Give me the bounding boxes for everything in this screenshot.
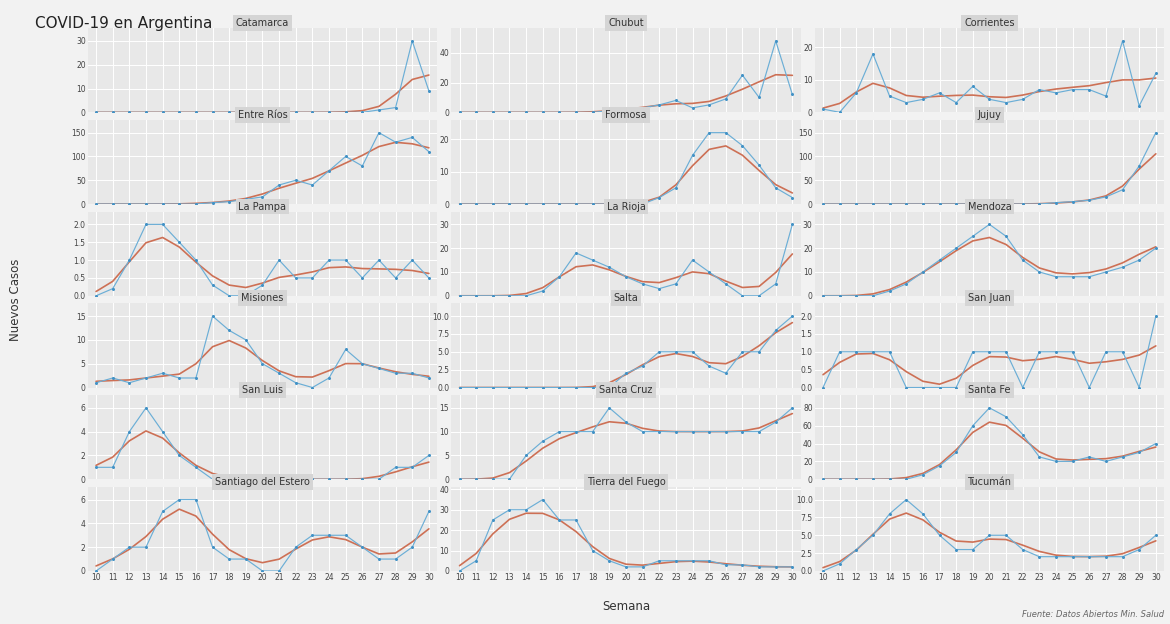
Text: Fuente: Datos Abiertos Min. Salud: Fuente: Datos Abiertos Min. Salud xyxy=(1023,610,1164,619)
Text: COVID-19 en Argentina: COVID-19 en Argentina xyxy=(35,16,213,31)
Title: Santa Cruz: Santa Cruz xyxy=(599,385,653,395)
Title: Tucumán: Tucumán xyxy=(968,477,1011,487)
Text: Semana: Semana xyxy=(601,600,651,613)
Title: Entre Ríos: Entre Ríos xyxy=(238,110,288,120)
Title: Catamarca: Catamarca xyxy=(236,18,289,28)
Title: Jujuy: Jujuy xyxy=(977,110,1002,120)
Title: San Juan: San Juan xyxy=(968,293,1011,303)
Title: Corrientes: Corrientes xyxy=(964,18,1014,28)
Title: Chubut: Chubut xyxy=(608,18,644,28)
Title: San Luis: San Luis xyxy=(242,385,283,395)
Title: Santa Fe: Santa Fe xyxy=(969,385,1011,395)
Title: Formosa: Formosa xyxy=(605,110,647,120)
Title: Tierra del Fuego: Tierra del Fuego xyxy=(586,477,666,487)
Text: Nuevos Casos: Nuevos Casos xyxy=(9,258,22,341)
Title: Santiago del Estero: Santiago del Estero xyxy=(215,477,310,487)
Title: La Pampa: La Pampa xyxy=(239,202,287,212)
Title: Salta: Salta xyxy=(613,293,639,303)
Title: Mendoza: Mendoza xyxy=(968,202,1011,212)
Title: La Rioja: La Rioja xyxy=(606,202,646,212)
Title: Misiones: Misiones xyxy=(241,293,283,303)
